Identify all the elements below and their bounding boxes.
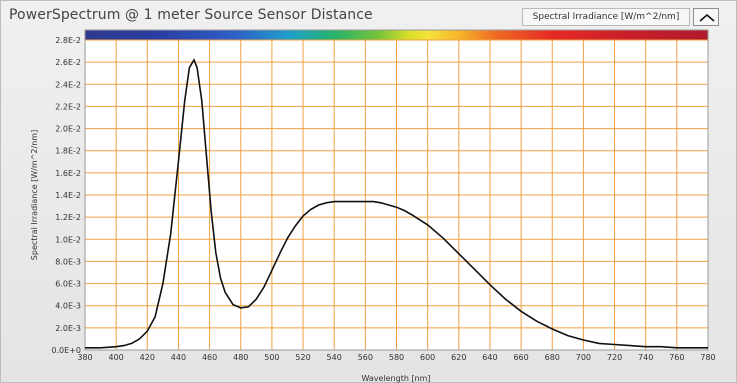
x-tick-label: 540 [327, 353, 342, 362]
x-tick-label: 520 [295, 353, 310, 362]
x-tick-label: 400 [109, 353, 124, 362]
x-tick-label: 600 [420, 353, 435, 362]
collapse-legend-button[interactable] [693, 8, 719, 26]
x-tick-label: 380 [77, 353, 92, 362]
x-tick-label: 560 [358, 353, 373, 362]
y-tick-label: 6.0E-3 [55, 280, 81, 289]
x-tick-label: 480 [233, 353, 248, 362]
x-tick-label: 420 [140, 353, 155, 362]
y-tick-label: 8.0E-3 [55, 257, 81, 266]
y-tick-label: 2.8E-2 [55, 36, 81, 45]
plot-border [84, 29, 709, 351]
x-axis-label: Wavelength [nm] [361, 374, 430, 383]
y-tick-label: 1.8E-2 [55, 147, 81, 156]
y-tick-label: 2.4E-2 [55, 80, 81, 89]
y-axis-ticks: 0.0E+0 2.0E-3 4.0E-3 6.0E-3 8.0E-3 1.0E-2 1.2E… [51, 36, 81, 355]
x-tick-label: 460 [202, 353, 217, 362]
chart-title: PowerSpectrum @ 1 meter Source Sensor Di… [9, 7, 373, 23]
y-tick-label: 4.0E-3 [55, 302, 81, 311]
x-tick-label: 640 [482, 353, 497, 362]
x-tick-label: 680 [545, 353, 560, 362]
legend-label: Spectral Irradiance [W/m^2/nm] [522, 8, 690, 26]
y-tick-label: 1.0E-2 [55, 235, 81, 244]
x-tick-label: 760 [669, 353, 684, 362]
y-tick-label: 2.0E-2 [55, 125, 81, 134]
x-tick-label: 700 [576, 353, 591, 362]
x-tick-label: 740 [638, 353, 653, 362]
x-tick-label: 500 [264, 353, 279, 362]
x-tick-label: 780 [700, 353, 715, 362]
x-tick-label: 660 [513, 353, 528, 362]
y-tick-label: 0.0E+0 [51, 346, 81, 355]
x-tick-label: 440 [171, 353, 186, 362]
y-tick-label: 2.2E-2 [55, 102, 81, 111]
y-tick-label: 1.2E-2 [55, 213, 81, 222]
grid [84, 39, 709, 351]
series-line [85, 58, 708, 349]
y-tick-label: 1.6E-2 [55, 169, 81, 178]
y-tick-label: 2.6E-2 [55, 58, 81, 67]
y-tick-label: 1.4E-2 [55, 191, 81, 200]
y-tick-label: 2.0E-3 [55, 324, 81, 333]
x-axis-ticks: 380 400 420 440 460 480 500 520 540 560 580 600 620 6… [77, 353, 715, 362]
x-tick-label: 720 [607, 353, 622, 362]
chevron-up-icon [699, 13, 715, 22]
x-tick-label: 580 [389, 353, 404, 362]
y-axis-label: Spectral Irradiance [W/m^2/nm] [30, 130, 39, 260]
x-tick-label: 620 [451, 353, 466, 362]
spectrum-color-bar [85, 30, 708, 40]
